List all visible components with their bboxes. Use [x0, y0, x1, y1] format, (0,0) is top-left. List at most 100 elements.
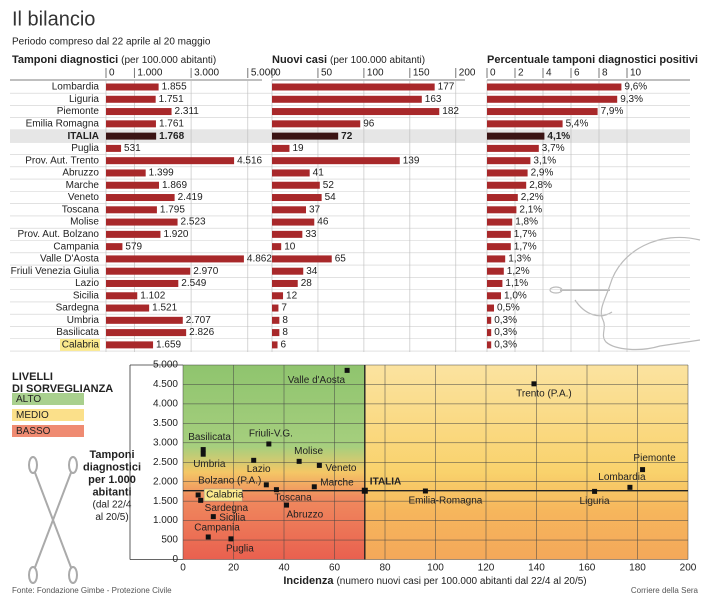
x-tick-label: 3.000	[194, 68, 219, 79]
x-tick-label: 120	[478, 563, 495, 574]
point-label: Piemonte	[633, 453, 676, 464]
point	[344, 367, 350, 373]
value-label: 177	[438, 82, 455, 93]
category-label: Abruzzo	[62, 168, 99, 179]
bar	[272, 329, 280, 337]
y-axis-note: al 20/5)	[95, 512, 128, 523]
value-label: 2.970	[193, 266, 218, 277]
y-axis-note: (dal 22/4	[93, 500, 132, 511]
legend-title: DI SORVEGLIANZA	[12, 383, 113, 395]
value-label: 531	[124, 143, 141, 154]
point	[210, 514, 216, 520]
reference-label: ITALIA	[370, 476, 401, 487]
x-tick-label: 1.000	[137, 68, 162, 79]
bar	[272, 267, 304, 275]
legend-title: LIVELLI	[12, 371, 53, 383]
point	[311, 484, 317, 490]
y-axis-label: abitanti	[92, 486, 131, 498]
point-label: Calabria	[206, 490, 244, 501]
bar	[272, 169, 310, 177]
x-tick-label: 180	[629, 563, 646, 574]
category-label: Lazio	[75, 278, 99, 289]
bar	[272, 181, 320, 189]
value-label: 2.523	[181, 217, 206, 228]
y-tick-label: 500	[161, 535, 178, 546]
value-label: 1,7%	[514, 241, 537, 252]
value-label: 1,0%	[504, 290, 527, 301]
x-tick-label: 0	[490, 68, 496, 79]
bar	[272, 341, 278, 349]
bar	[106, 329, 187, 337]
category-label: Lombardia	[52, 82, 100, 93]
legend-label: BASSO	[16, 426, 51, 437]
bar	[106, 144, 122, 152]
bar	[487, 132, 545, 140]
panel-title-text: Percentuale tamponi diagnostici positivi	[487, 54, 698, 66]
value-label: 7,9%	[601, 106, 624, 117]
value-label: 182	[442, 106, 459, 117]
value-label: 1.855	[162, 82, 187, 93]
x-axis-title: Incidenza	[283, 575, 334, 587]
bar	[272, 194, 322, 202]
y-tick-label: 3.500	[153, 418, 178, 429]
x-tick-label: 2	[518, 68, 524, 79]
point	[627, 484, 633, 490]
bar	[487, 120, 563, 128]
bar	[106, 341, 154, 349]
y-axis-label: Tamponi	[89, 449, 134, 461]
point-label: Marche	[320, 477, 354, 488]
value-label: 139	[403, 155, 420, 166]
point-label: Valle d'Aosta	[288, 375, 346, 386]
value-label: 96	[363, 118, 375, 129]
y-tick-label: 1.000	[153, 515, 178, 526]
bar	[272, 304, 279, 312]
y-axis-label: per 1.000	[88, 474, 136, 486]
y-tick-label: 2.500	[153, 457, 178, 468]
value-label: 579	[125, 241, 142, 252]
marked-label-bg	[203, 488, 243, 502]
swab-icon	[28, 456, 78, 584]
bar	[106, 157, 235, 165]
point	[200, 447, 206, 453]
bar	[106, 169, 146, 177]
value-label: 3,7%	[542, 143, 565, 154]
value-label: 2.311	[175, 106, 200, 117]
value-label: 9,3%	[620, 94, 643, 105]
y-tick-label: 1.500	[153, 496, 178, 507]
point-label: Lombardia	[598, 472, 646, 483]
bar	[272, 218, 315, 226]
bar	[487, 243, 511, 251]
bar	[487, 329, 492, 337]
bar	[106, 255, 244, 263]
x-axis-note: (numero nuovi casi per 100.000 abitanti …	[336, 576, 586, 587]
category-label: Valle D'Aosta	[40, 254, 99, 265]
legend-label: ALTO	[16, 394, 41, 405]
category-label: Sicilia	[73, 290, 100, 301]
x-tick-label: 0	[180, 563, 186, 574]
point	[200, 451, 206, 457]
x-tick-label: 20	[228, 563, 240, 574]
category-label: Calabria	[62, 340, 100, 351]
bar	[272, 279, 298, 287]
value-label: 1.659	[156, 340, 181, 351]
value-label: 1.521	[152, 303, 177, 314]
x-tick-label: 80	[379, 563, 391, 574]
category-label: Sardegna	[56, 303, 100, 314]
value-label: 1.768	[159, 131, 184, 142]
value-label: 41	[313, 168, 325, 179]
bar	[272, 316, 280, 324]
value-label: 6	[281, 340, 287, 351]
bar	[487, 206, 517, 214]
value-label: 5,4%	[566, 118, 589, 129]
point-label: Trento (P.A.)	[516, 388, 572, 399]
category-label: Prov. Aut. Trento	[25, 155, 99, 166]
point-label: Toscana	[274, 492, 312, 503]
value-label: 1,7%	[514, 229, 537, 240]
value-label: 52	[323, 180, 335, 191]
title: Il bilancio	[12, 8, 95, 30]
point-label: Umbria	[193, 459, 226, 470]
bar	[487, 230, 511, 238]
bar	[487, 292, 501, 300]
x-tick-label: 50	[321, 68, 333, 79]
panel-title-text: Nuovi casi	[272, 54, 327, 66]
